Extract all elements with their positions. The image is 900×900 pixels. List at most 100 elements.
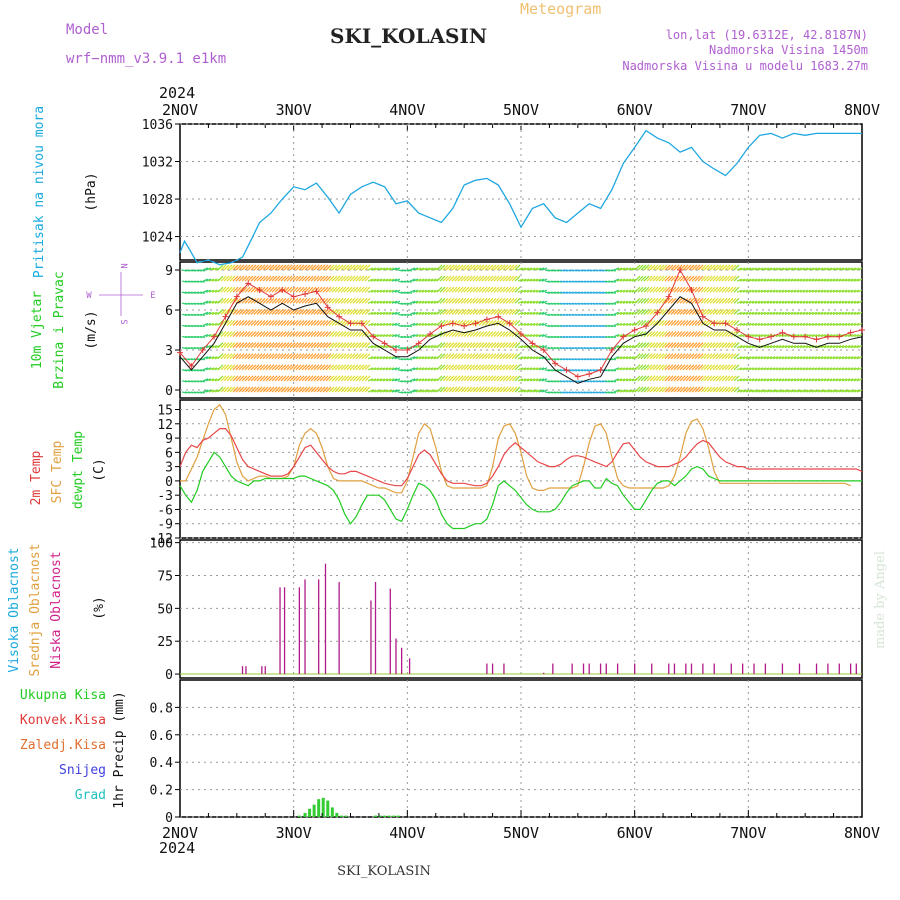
wind-barb [436,319,443,326]
wind-barb [778,300,785,304]
wind-barb [787,389,794,393]
wind-barb [841,389,848,393]
wind-barb [790,278,797,282]
wind-barb [535,267,542,271]
wind-barb [493,364,500,371]
wind-barb [511,308,518,315]
wind-barb [487,308,494,315]
wind-barb [367,267,374,271]
wind-barb [478,308,485,315]
wind-barb [310,364,317,371]
wind-barb [748,322,755,327]
wind-barb [307,297,314,304]
wind-barb [769,278,776,282]
wind-barb [334,364,341,371]
wind-barb [463,319,470,326]
wind-barb [664,386,671,393]
wind-barb [439,319,446,326]
wind-barb [310,342,317,349]
wind-barb [487,264,494,271]
wind-barb [634,319,641,326]
wind-barb [751,367,758,371]
wind-barb [622,356,629,360]
wind-barb [637,308,644,315]
wind-barb [784,311,791,315]
wind-barb [271,297,278,304]
wind-barb [418,267,425,271]
wind-barb [829,367,836,371]
wind-barb [799,322,806,327]
wind-barb [712,375,719,382]
wind-barb [409,322,416,327]
wind-barb [430,289,437,293]
wind-barb [325,319,332,326]
wind-barb [436,264,443,271]
wind-barb [769,356,776,360]
wind-barb [787,289,794,293]
time-tick-label: 4NOV [389,824,425,842]
wind-barb [484,364,491,371]
wind-barb [778,389,785,393]
wind-barb [664,264,671,271]
wind-barb [670,319,677,326]
wind-barb [742,300,749,304]
wind-barb [370,345,377,349]
wind-barb [451,364,458,371]
wind-barb [331,386,338,393]
wind-barb [343,342,350,349]
wind-barb [448,331,455,338]
wind-barb [802,322,809,327]
wind-barb [358,331,365,338]
wind-barb [322,308,329,315]
wind-barb [502,386,509,393]
wind-barb [424,378,431,382]
wind-barb [358,375,365,382]
wind-barb [316,386,323,393]
wind-barb [436,342,443,349]
wind-barb [469,275,476,282]
wind-barb [826,345,833,349]
wind-barb [256,353,263,360]
wind-barb [430,356,437,360]
wind-barb [850,289,857,293]
wind-barb [415,333,422,338]
wind-barb [304,264,311,271]
wind-barb [484,275,491,282]
wind-barb [352,286,359,293]
wind-barb [241,275,248,282]
wind-barb [682,353,689,360]
wind-barb [472,375,479,382]
wind-barb [628,300,635,304]
wind-barb [721,386,728,393]
wind-barb [640,386,647,393]
wind-barb [385,300,392,304]
wind-barb [205,267,212,271]
wind-barb [343,308,350,315]
wind-barb [304,275,311,282]
wind-barb [454,308,461,315]
wind-barb [700,386,707,393]
wind-barb [406,391,413,394]
wind-barb [202,322,209,327]
wind-barb [805,278,812,282]
wind-barb [736,333,743,338]
wind-barb [853,322,860,327]
wind-barb [814,311,821,315]
wind-barb [643,364,650,371]
wind-barb [856,356,863,360]
wind-barb [739,378,746,382]
wind-barb [829,300,836,304]
wind-barb [364,375,371,382]
wind-barb [826,311,833,315]
wind-barb [262,375,269,382]
wind-barb [826,278,833,282]
wind-barb [226,297,233,304]
wind-barb [337,297,344,304]
wind-barb [778,322,785,327]
wind-barb [313,353,320,360]
gust-marker [608,347,615,353]
wind-barb [409,333,416,338]
wind-barb [715,264,722,271]
gust-marker [552,360,559,367]
wind-barb [532,389,539,393]
